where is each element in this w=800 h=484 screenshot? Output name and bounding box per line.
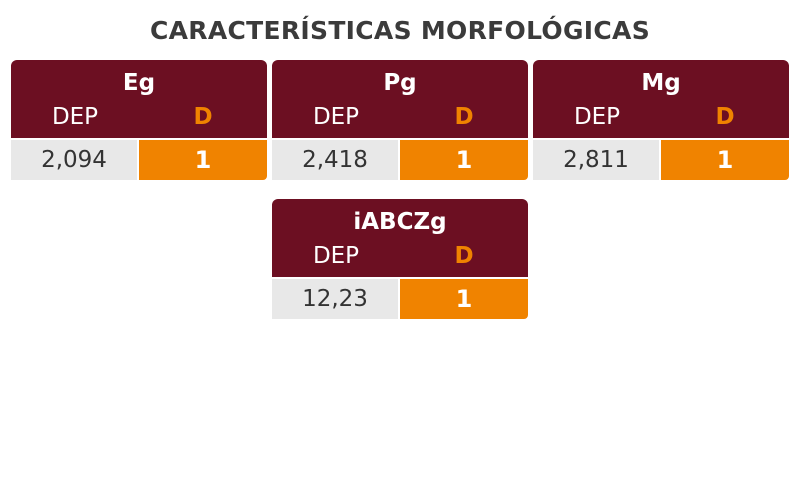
right-value: 1 [400,140,528,180]
page: CARACTERÍSTICAS MORFOLÓGICAS Eg DEP D 2,094… [0,16,800,484]
card: Mg DEP D 2,811 1 [533,60,789,180]
card-header: Eg DEP D [11,60,267,138]
card-label: iABCZg [353,209,447,235]
right-value: 1 [661,140,789,180]
card: iABCZg DEP D 12,23 1 [272,199,528,319]
left-header: DEP [312,243,360,269]
card-label: Eg [122,70,156,96]
left-header: DEP [312,104,360,130]
right-header: D [193,104,213,130]
right-header: D [454,104,474,130]
left-value: 2,811 [533,140,659,180]
card-label: Mg [641,70,681,96]
card-header: Pg DEP D [272,60,528,138]
card: Pg DEP D 2,418 1 [272,60,528,180]
right-header: D [454,243,474,269]
card-header: Mg DEP D [533,60,789,138]
value-row: 12,23 1 [272,279,528,319]
card-header: iABCZg DEP D [272,199,528,277]
card: Eg DEP D 2,094 1 [11,60,267,180]
left-header: DEP [573,104,621,130]
title: CARACTERÍSTICAS MORFOLÓGICAS [149,16,650,45]
cards: Eg DEP D 2,094 1 Pg DEP D 2,418 1 Mg DEP D 2,811 1 iABC… [8,60,792,319]
card-label: Pg [383,70,417,96]
left-header: DEP [51,104,99,130]
value-row: 2,094 1 [11,140,267,180]
left-value: 12,23 [272,279,398,319]
value-row: 2,811 1 [533,140,789,180]
right-value: 1 [139,140,267,180]
value-row: 2,418 1 [272,140,528,180]
left-value: 2,094 [11,140,137,180]
right-value: 1 [400,279,528,319]
left-value: 2,418 [272,140,398,180]
right-header: D [715,104,735,130]
